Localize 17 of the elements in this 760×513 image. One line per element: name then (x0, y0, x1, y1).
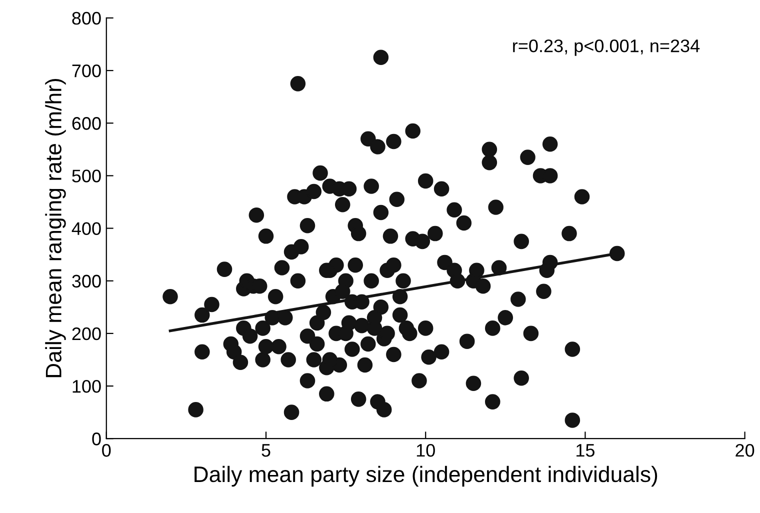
x-tick-label: 0 (102, 444, 111, 457)
y-tick-label: 800 (72, 12, 101, 25)
y-tick-label: 200 (72, 327, 101, 340)
y-tick-label: 400 (72, 222, 101, 236)
y-axis-title: Daily mean ranging rate (m/hr) (45, 78, 66, 378)
y-tick-label: 100 (72, 380, 101, 393)
x-tick-label: 10 (416, 444, 435, 457)
y-tick-label: 0 (92, 432, 101, 446)
y-tick-label: 500 (72, 170, 101, 182)
x-tick-label: 15 (576, 444, 594, 457)
x-tick-label: 20 (736, 444, 754, 457)
x-tick-label: 5 (262, 444, 270, 457)
y-tick-label: 600 (72, 117, 101, 130)
annotation: r=0.23, p<0.001, n=234 (513, 39, 700, 56)
y-tick-label: 700 (72, 64, 101, 78)
y-tick-label: 300 (72, 274, 101, 288)
x-axis-title: Daily mean party size (independent individuals) (194, 466, 658, 487)
